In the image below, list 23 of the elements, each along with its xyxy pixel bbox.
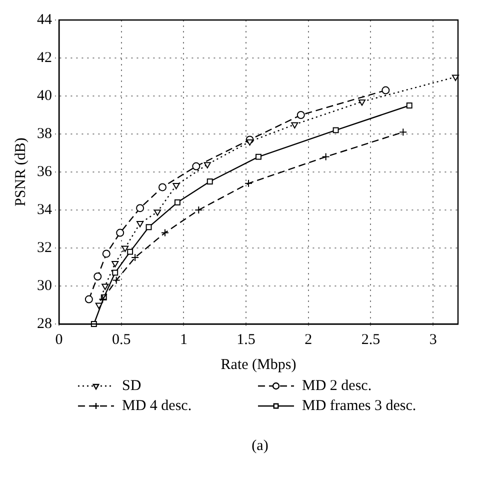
y-tick-label: 44 (37, 12, 52, 28)
y-tick-label: 42 (37, 50, 52, 66)
x-tick-label: 0 (55, 332, 63, 348)
y-tick-label: 34 (37, 202, 52, 218)
y-tick-label: 32 (37, 240, 52, 256)
text: (a) (250, 438, 270, 455)
x-tick-label: 3 (429, 332, 437, 348)
x-tick-label: 1 (180, 332, 188, 348)
y-tick-label: 30 (37, 278, 52, 294)
legend-label: MD 4 desc. (122, 398, 192, 414)
legend-label: MD frames 3 desc. (302, 398, 416, 414)
legend-label: SD (122, 378, 142, 394)
legend-label: MD 2 desc. (302, 378, 372, 394)
x-axis-title: Rate (Mbps) (220, 356, 296, 373)
y-tick-label: 38 (37, 126, 52, 142)
y-tick-label: 36 (37, 164, 52, 180)
y-tick-label: 40 (37, 88, 52, 104)
x-tick-label: 0.5 (112, 332, 131, 348)
x-tick-label: 2 (304, 332, 312, 348)
x-tick-label: 1.5 (236, 332, 256, 348)
y-axis-title: PSNR (dB) (12, 138, 29, 206)
x-tick-label: 2.5 (361, 332, 380, 348)
y-tick-label: 28 (37, 316, 52, 332)
